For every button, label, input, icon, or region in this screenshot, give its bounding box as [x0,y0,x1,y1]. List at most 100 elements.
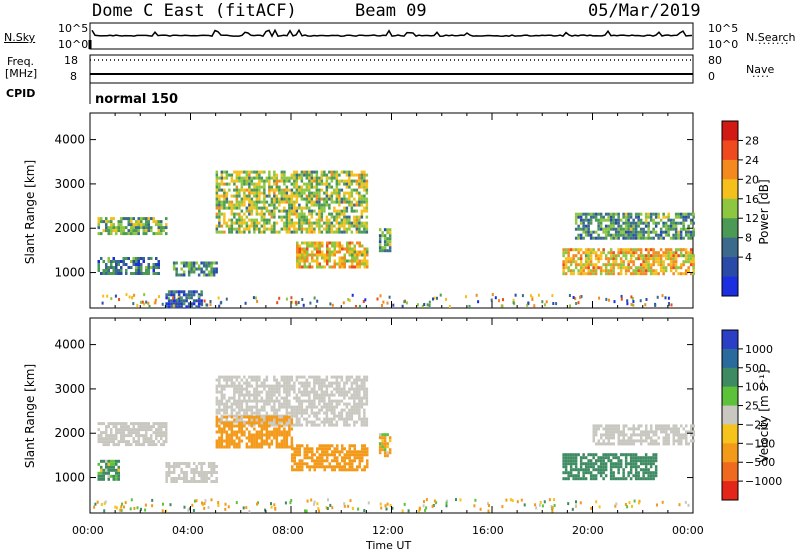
data-cell [180,468,183,471]
data-cell [360,182,364,186]
data-cell [273,179,276,183]
nave-tick-bottom: 0 [708,70,715,83]
data-cell [597,266,600,270]
power-panel-frame [89,112,694,309]
data-cell [293,450,296,454]
data-cell [273,430,276,434]
data-cell [218,185,221,189]
data-cell [348,244,351,248]
data-cell [607,427,610,431]
data-cell [662,251,665,255]
data-cell [363,182,366,186]
data-cell [564,251,568,255]
data-cell [97,477,100,481]
data-cell [248,405,251,409]
data-cell [365,399,369,403]
data-cell [243,203,246,207]
data-cell [132,217,135,221]
data-cell [313,396,316,400]
scatter-cell [210,498,213,502]
data-cell [127,217,130,221]
data-cell [255,390,259,394]
scatter-cell [626,299,629,303]
data-cell [338,390,341,394]
data-cell [295,405,299,409]
data-cell [343,256,346,260]
data-cell [622,212,625,216]
data-cell [223,408,226,412]
data-cell [100,422,103,426]
data-cell [674,236,678,240]
data-cell [677,248,680,252]
data-cell [300,381,304,385]
data-cell [353,450,356,454]
scatter-cell [201,303,204,307]
data-cell [265,436,269,440]
data-cell [305,411,309,415]
scatter-cell [425,498,428,502]
scatter-cell [615,502,618,506]
data-cell [569,248,573,252]
data-cell [215,215,219,219]
scatter-cell [386,502,389,506]
scatter-cell [567,502,570,506]
data-cell [582,221,585,225]
data-cell [310,227,314,231]
data-cell [293,224,296,228]
data-cell [160,431,163,435]
data-cell [285,185,289,189]
data-cell [654,251,658,255]
data-cell [655,442,658,446]
data-cell [235,200,239,204]
data-cell [315,170,319,174]
data-cell [233,194,236,198]
data-cell [180,477,183,480]
data-cell [600,442,603,446]
data-cell [117,477,120,481]
data-cell [263,215,266,219]
data-cell [115,459,118,463]
data-cell [228,384,231,388]
scatter-cell [381,304,383,307]
data-cell [323,384,326,388]
data-cell [228,424,231,428]
data-cell [325,384,329,388]
data-cell [639,233,643,237]
data-cell [248,408,251,412]
data-cell [632,459,635,463]
colorbar-band [722,443,738,463]
data-cell [330,417,334,421]
data-cell [674,230,678,234]
data-cell [280,197,284,201]
data-cell [632,233,635,237]
data-cell [607,436,610,440]
data-cell [589,230,593,234]
data-cell [361,244,364,248]
data-cell [285,188,289,192]
data-cell [343,227,346,231]
data-cell [594,269,598,273]
data-cell [318,396,321,400]
scatter-cell [407,509,410,513]
scatter-cell [167,297,170,301]
data-cell [238,194,241,198]
data-cell [253,194,256,198]
data-cell [255,378,259,382]
data-cell [115,229,118,233]
data-cell [692,233,695,237]
data-cell [288,227,291,231]
data-cell [283,387,286,391]
scatter-cell [218,304,221,308]
data-cell [157,434,160,438]
scatter-cell [433,296,436,300]
data-cell [258,230,261,234]
data-cell [692,257,695,261]
data-cell [622,442,625,446]
data-cell [624,218,628,222]
data-cell [303,259,306,263]
data-cell [215,390,219,394]
data-cell [215,188,219,192]
data-cell [592,236,595,240]
data-cell [305,188,309,192]
data-cell [300,188,304,192]
